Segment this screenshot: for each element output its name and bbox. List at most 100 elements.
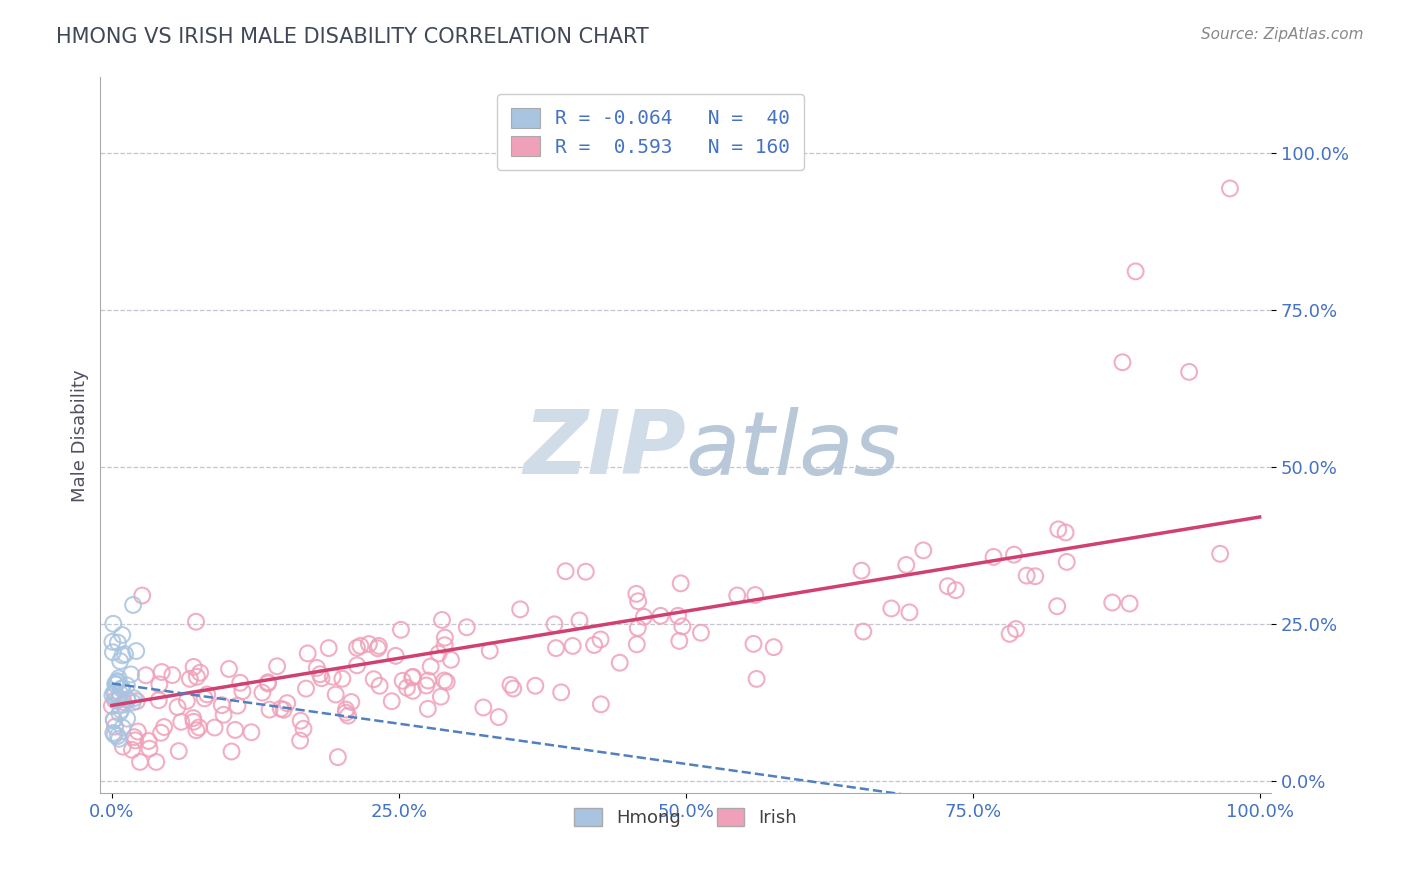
Point — [186, 670, 208, 684]
Point — [290, 714, 312, 728]
Point — [187, 720, 209, 734]
Point — [561, 639, 583, 653]
Point — [153, 720, 176, 734]
Point — [626, 637, 648, 651]
Point — [690, 625, 713, 640]
Point — [117, 692, 139, 706]
Point — [108, 731, 131, 746]
Point — [120, 667, 142, 681]
Point — [524, 679, 547, 693]
Point — [110, 681, 132, 696]
Point — [110, 703, 132, 717]
Point — [415, 678, 437, 692]
Point — [309, 667, 332, 681]
Point — [135, 668, 157, 682]
Point — [349, 639, 371, 653]
Point — [257, 675, 280, 690]
Point — [104, 677, 127, 691]
Point — [367, 641, 389, 656]
Point — [138, 741, 160, 756]
Point — [384, 648, 406, 663]
Point — [270, 702, 292, 716]
Point — [402, 670, 425, 684]
Point — [436, 674, 458, 689]
Point — [499, 678, 522, 692]
Point — [150, 726, 173, 740]
Point — [568, 614, 591, 628]
Point — [183, 660, 205, 674]
Point — [478, 644, 501, 658]
Point — [138, 734, 160, 748]
Point — [742, 637, 765, 651]
Point — [762, 640, 785, 654]
Point — [121, 743, 143, 757]
Point — [430, 690, 453, 704]
Point — [125, 644, 148, 658]
Point — [176, 694, 198, 708]
Point — [103, 726, 125, 740]
Point — [427, 647, 450, 661]
Point — [122, 691, 145, 706]
Point — [1047, 522, 1070, 536]
Point — [936, 579, 959, 593]
Point — [127, 724, 149, 739]
Point — [170, 714, 193, 729]
Point — [111, 648, 134, 663]
Point — [148, 693, 170, 707]
Point — [104, 720, 127, 734]
Point — [145, 755, 167, 769]
Point — [440, 653, 463, 667]
Point — [288, 733, 311, 747]
Point — [305, 661, 328, 675]
Point — [108, 686, 131, 700]
Point — [112, 698, 135, 712]
Point — [998, 627, 1021, 641]
Point — [129, 755, 152, 769]
Point — [104, 687, 127, 701]
Point — [983, 549, 1005, 564]
Point — [240, 725, 263, 739]
Point — [115, 693, 138, 707]
Point — [107, 674, 129, 689]
Point — [231, 684, 253, 698]
Point — [1111, 355, 1133, 369]
Point — [1024, 569, 1046, 583]
Point — [668, 634, 690, 648]
Point — [633, 610, 655, 624]
Point — [650, 608, 672, 623]
Point — [108, 691, 131, 706]
Point — [108, 706, 131, 721]
Point — [273, 703, 295, 717]
Point — [395, 681, 418, 695]
Point — [1101, 595, 1123, 609]
Point — [357, 637, 380, 651]
Point — [101, 645, 124, 659]
Point — [104, 677, 127, 691]
Point — [880, 601, 903, 615]
Point — [318, 641, 340, 656]
Point — [389, 623, 412, 637]
Y-axis label: Male Disability: Male Disability — [72, 369, 89, 501]
Point — [1125, 264, 1147, 278]
Text: atlas: atlas — [686, 407, 901, 492]
Point — [221, 744, 243, 758]
Point — [1118, 597, 1140, 611]
Point — [266, 659, 288, 673]
Point — [368, 679, 391, 693]
Point — [419, 659, 441, 673]
Point — [112, 695, 135, 709]
Point — [179, 672, 201, 686]
Point — [107, 635, 129, 649]
Point — [330, 672, 353, 686]
Point — [111, 739, 134, 754]
Point — [402, 683, 425, 698]
Point — [502, 681, 524, 696]
Point — [103, 713, 125, 727]
Point — [148, 677, 170, 691]
Point — [121, 695, 143, 709]
Point — [186, 723, 208, 738]
Point — [229, 675, 252, 690]
Point — [745, 672, 768, 686]
Point — [725, 589, 748, 603]
Point — [472, 700, 495, 714]
